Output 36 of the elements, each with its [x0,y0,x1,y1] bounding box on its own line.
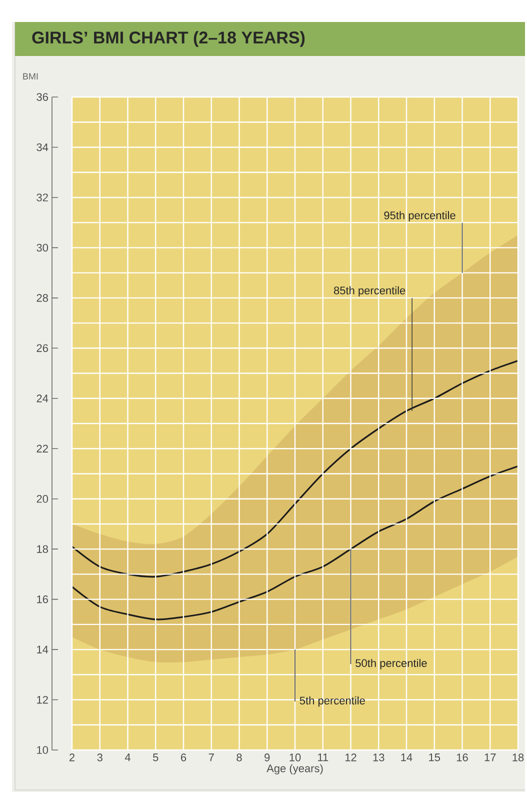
x-tick-label: 15 [428,754,440,762]
x-tick-label: 11 [318,754,328,762]
y-tick-label: 36 [36,93,48,101]
x-tick-label: 3 [97,754,102,762]
line-series [70,360,519,578]
y-tick-label: 28 [36,294,48,302]
y-tick-label: 30 [36,244,48,252]
y-tick-label: 24 [36,394,48,402]
x-tick-label: 2 [69,754,74,762]
x-tick-label: 17 [484,754,496,762]
y-tick-label: 32 [36,194,48,202]
y-axis-title: BMI [22,73,38,80]
x-tick-label: 14 [400,754,412,762]
x-tick-label: 4 [124,754,130,762]
x-tick-label: 8 [236,754,242,762]
y-tick-label: 16 [36,595,48,604]
line-series [70,465,519,620]
x-tick-label: 13 [373,754,384,762]
x-tick-label: 16 [456,754,468,762]
y-tick-label: 34 [36,143,48,152]
x-tick-label: 6 [180,754,186,762]
y-tick-label: 12 [36,696,48,704]
y-tick-label: 20 [36,494,48,503]
chart-title: GIRLS’ BMI CHART (2–18 YEARS) [32,31,304,47]
x-tick-label: 9 [264,754,270,762]
x-tick-label: 12 [345,754,356,762]
x-tick-label: 7 [208,754,214,762]
x-tick-label: 10 [289,754,300,762]
y-tick-label: 18 [36,545,48,553]
x-tick-label: 18 [512,754,524,762]
y-tick-label: 10 [36,746,48,754]
x-tick-label: 5 [152,754,158,762]
x-axis-title: Age (years) [266,764,322,774]
y-tick-label: 22 [36,444,48,452]
y-tick-label: 26 [36,344,48,352]
y-tick-label: 14 [36,646,48,654]
